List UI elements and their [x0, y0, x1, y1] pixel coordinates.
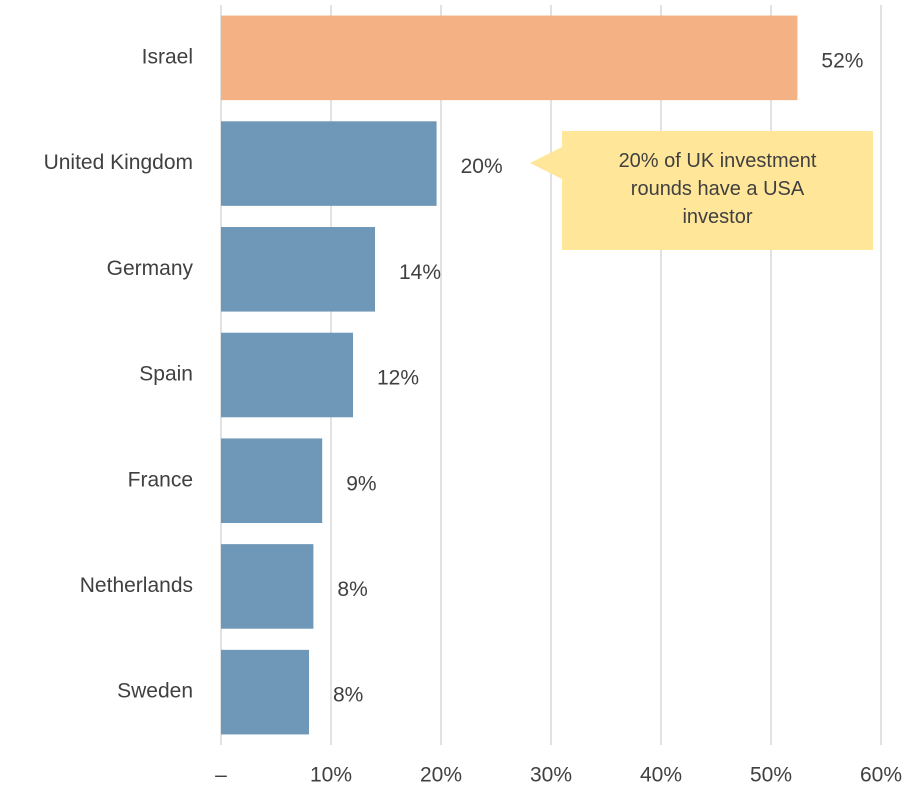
y-tick-label: Netherlands: [80, 574, 193, 597]
bar: [221, 332, 353, 418]
y-tick-label: Sweden: [117, 680, 193, 703]
x-tick-label: 20%: [420, 764, 462, 787]
data-label: 14%: [399, 261, 441, 284]
bar: [221, 227, 375, 312]
x-tick-label: 40%: [640, 764, 682, 787]
bar: [221, 121, 437, 206]
data-label: 8%: [337, 578, 367, 601]
bar: [221, 438, 323, 523]
annotation: 20% of UK investment rounds have a USA i…: [562, 131, 873, 250]
bar: [221, 15, 798, 101]
data-label: 9%: [346, 472, 376, 495]
x-tick-label: –: [215, 764, 227, 787]
bar: [221, 544, 314, 629]
y-tick-label: Germany: [107, 257, 194, 280]
x-tick-label: 50%: [750, 764, 792, 787]
callout-pointer: [530, 146, 564, 180]
y-tick-label: France: [128, 468, 193, 491]
y-tick-label: United Kingdom: [44, 151, 193, 174]
data-label: 12%: [377, 367, 419, 390]
bar: [221, 649, 309, 735]
x-tick-label: 10%: [310, 764, 352, 787]
data-label: 20%: [461, 155, 503, 178]
y-tick-label: Israel: [142, 45, 193, 68]
y-tick-label: Spain: [139, 363, 193, 386]
x-tick-label: 30%: [530, 764, 572, 787]
data-label: 8%: [333, 684, 363, 707]
x-tick-label: 60%: [860, 764, 902, 787]
data-label: 52%: [821, 49, 863, 72]
